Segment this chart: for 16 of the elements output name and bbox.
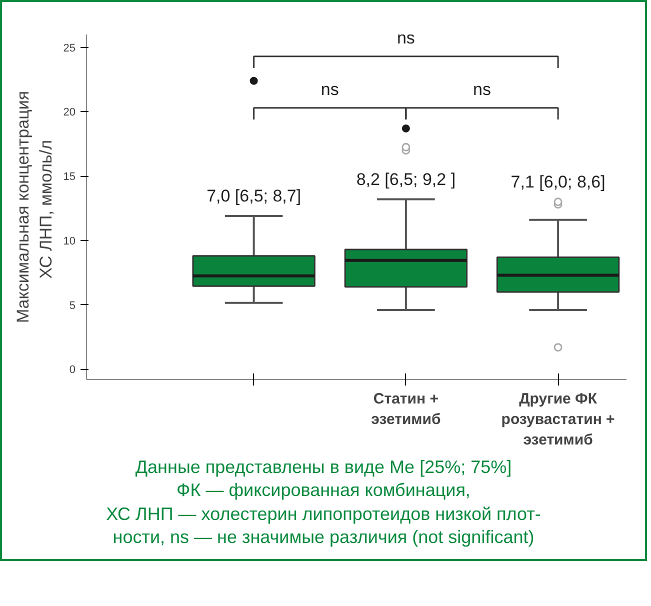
- annotation: ns: [473, 80, 491, 99]
- y-tick-label: 15: [63, 171, 76, 184]
- y-tick-label: 0: [69, 364, 76, 376]
- annotation: ns: [396, 28, 415, 48]
- text: Данные представлены в виде Me [25%; 75%] ФК — фиксированная комбинация, ХС ЛНП — холестерин липопротеидов низкой плот- ности, ns — не значимые различия (not significant): [106, 456, 541, 550]
- y-axis-title: Максимальная концентрация ХС ЛНП, ммоль/л: [13, 90, 56, 324]
- y-tick-label: 20: [63, 106, 76, 119]
- x-tick-label: Статин + эзетимиб: [371, 390, 441, 428]
- annotation: ns: [320, 80, 339, 99]
- text: 7,1 [6,0; 8,6]: [510, 172, 606, 192]
- x-tick-label: Другие ФК розувастатин + эзетимиб: [501, 390, 616, 448]
- text: 8,2 [6,5; 9,2 ]: [356, 170, 456, 189]
- y-tick-label: 25: [63, 42, 76, 54]
- y-tick-label: 5: [69, 300, 76, 312]
- text: 7,0 [6,5; 8,7]: [206, 186, 302, 206]
- y-tick-label: 10: [63, 235, 76, 248]
